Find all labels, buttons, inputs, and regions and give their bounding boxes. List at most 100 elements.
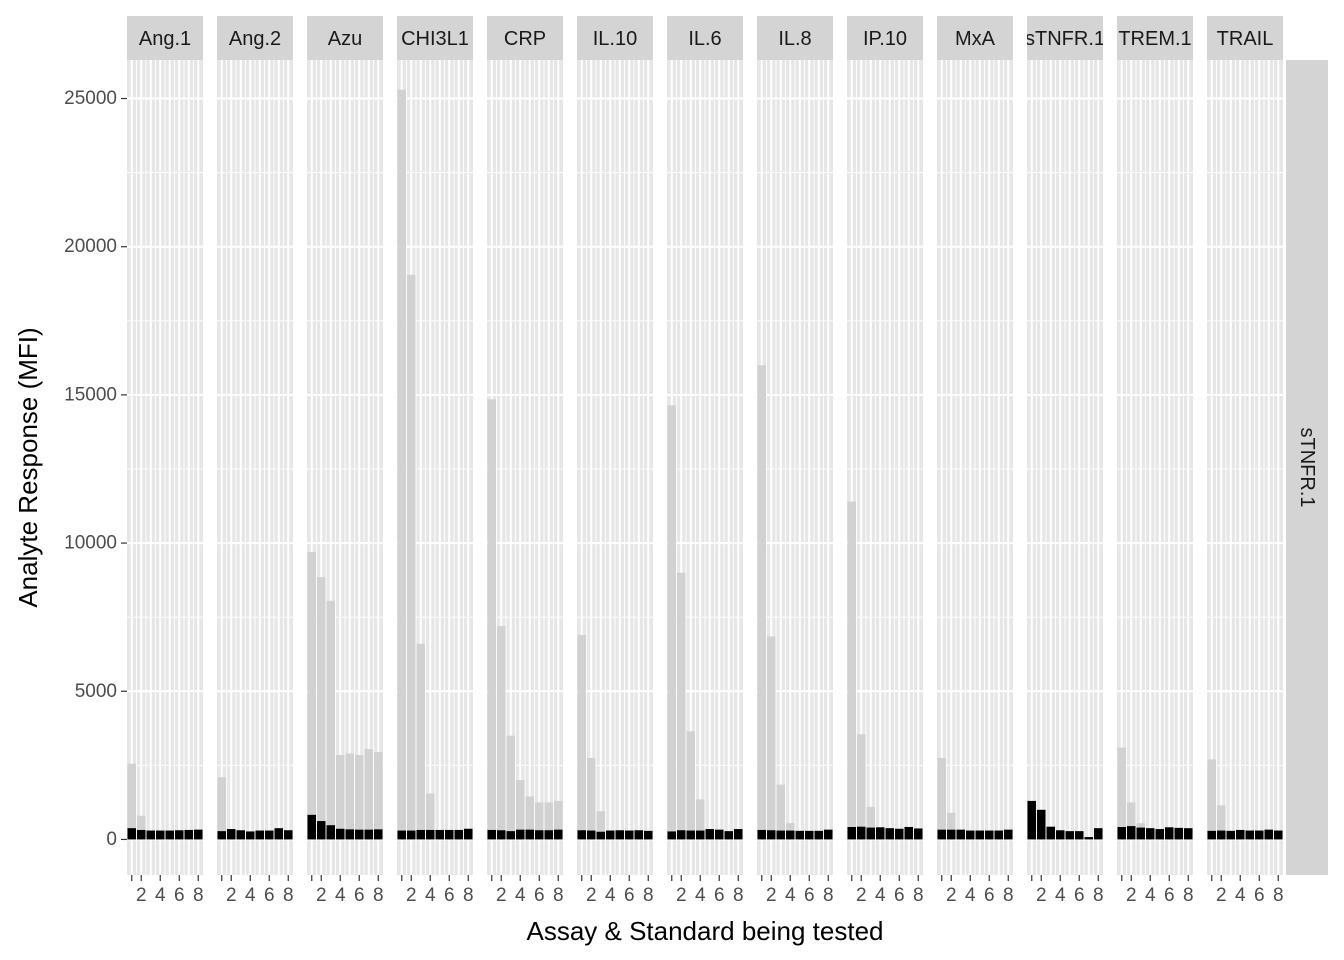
panel-ip-10: IP.10 2 4 6 8 [847, 16, 924, 906]
bar-target [695, 830, 705, 840]
y-tick-label: 0 [106, 829, 117, 850]
col-strip-label: MxA [955, 28, 996, 50]
bar-target [1003, 829, 1013, 840]
x-tick-label: 2 [946, 885, 957, 906]
bar-target [316, 821, 326, 840]
bar-target [885, 828, 895, 840]
bar-target [416, 829, 426, 840]
x-tick-label: 4 [1055, 885, 1066, 906]
bar-target [174, 830, 184, 840]
bar-target [345, 829, 355, 840]
bar-other [534, 802, 544, 840]
bar-target [1216, 830, 1226, 840]
bar-other [847, 501, 857, 840]
x-tick-label: 4 [875, 885, 886, 906]
panel-crp: CRP 2 4 6 8 [487, 16, 564, 906]
bar-target [515, 829, 525, 840]
bar-target [1226, 830, 1236, 840]
x-tick-label: 6 [1074, 885, 1085, 906]
bar-target [373, 829, 383, 840]
x-tick-label: 4 [515, 885, 526, 906]
bar-target [165, 830, 175, 840]
bar-other [326, 600, 336, 840]
bar-other [1216, 805, 1226, 840]
col-strip-label: TREM.1 [1118, 28, 1191, 50]
bar-target [553, 829, 563, 840]
y-tick-label: 25000 [64, 88, 117, 109]
x-tick-label: 6 [174, 885, 185, 906]
x-tick-label: 2 [406, 885, 417, 906]
bar-target [643, 830, 653, 840]
bar-other [127, 763, 137, 840]
bar-target [757, 829, 767, 840]
x-tick-label: 2 [676, 885, 687, 906]
panel-ang-2: Ang.2 2 4 6 8 [217, 16, 294, 906]
bar-target [1084, 837, 1094, 840]
bar-other [354, 754, 364, 840]
bar-target [184, 829, 194, 840]
bar-target [226, 829, 236, 840]
x-tick-label: 8 [283, 885, 294, 906]
col-strip-label: TRAIL [1217, 28, 1274, 50]
panel-chi3l1: CHI3L1 2 4 6 8 [397, 16, 474, 906]
col-strip-label: sTNFR.1 [1025, 28, 1105, 50]
bar-target [1264, 829, 1274, 840]
x-tick-label: 4 [1145, 885, 1156, 906]
col-strip [487, 16, 563, 60]
col-strip [757, 16, 833, 60]
bar-target [496, 830, 506, 840]
bar-target [1093, 828, 1103, 840]
y-tick-label: 20000 [64, 236, 117, 257]
bar-target [283, 830, 293, 840]
y-tick-label: 15000 [64, 384, 117, 405]
x-tick-label: 8 [1003, 885, 1014, 906]
bar-target [937, 829, 947, 840]
bar-target [634, 830, 644, 840]
col-strip-label: Ang.1 [139, 28, 191, 50]
bar-other [316, 577, 326, 840]
bar-other [515, 780, 525, 840]
bar-target [397, 830, 407, 840]
bar-other [937, 757, 947, 840]
row-strip [1286, 60, 1328, 875]
x-tick-label: 4 [1235, 885, 1246, 906]
col-strip-label: IL.10 [593, 28, 637, 50]
bar-target [615, 830, 625, 840]
bar-target [264, 830, 274, 840]
bar-target [127, 828, 137, 840]
col-strip [1117, 16, 1193, 60]
bar-target [1245, 830, 1255, 840]
bar-target [984, 830, 994, 840]
x-tick-label: 6 [714, 885, 725, 906]
bar-target [1065, 831, 1075, 840]
x-tick-label: 6 [264, 885, 275, 906]
bar-target [1117, 826, 1127, 840]
bar-target [487, 829, 497, 840]
bar-target [307, 814, 317, 840]
col-strip-label: IL.6 [688, 28, 721, 50]
bar-target [856, 826, 866, 840]
bar-target [1273, 830, 1283, 840]
bar-target [425, 829, 435, 840]
x-tick-label: 2 [1216, 885, 1227, 906]
x-tick-label: 2 [316, 885, 327, 906]
bar-target [1074, 831, 1084, 840]
bar-target [406, 830, 416, 840]
bar-target [686, 830, 696, 840]
bar-target [847, 826, 857, 840]
x-tick-label: 6 [354, 885, 365, 906]
bar-target [946, 829, 956, 840]
bar-target [245, 831, 255, 840]
bar-target [776, 830, 786, 840]
x-tick-label: 4 [785, 885, 796, 906]
x-tick-label: 8 [913, 885, 924, 906]
bar-target [155, 830, 165, 840]
x-tick-label: 4 [965, 885, 976, 906]
col-strip [1207, 16, 1283, 60]
bar-other [757, 365, 767, 840]
bar-other [416, 643, 426, 840]
x-tick-label: 2 [226, 885, 237, 906]
bar-target [866, 827, 876, 840]
col-strip-label: Ang.2 [229, 28, 281, 50]
